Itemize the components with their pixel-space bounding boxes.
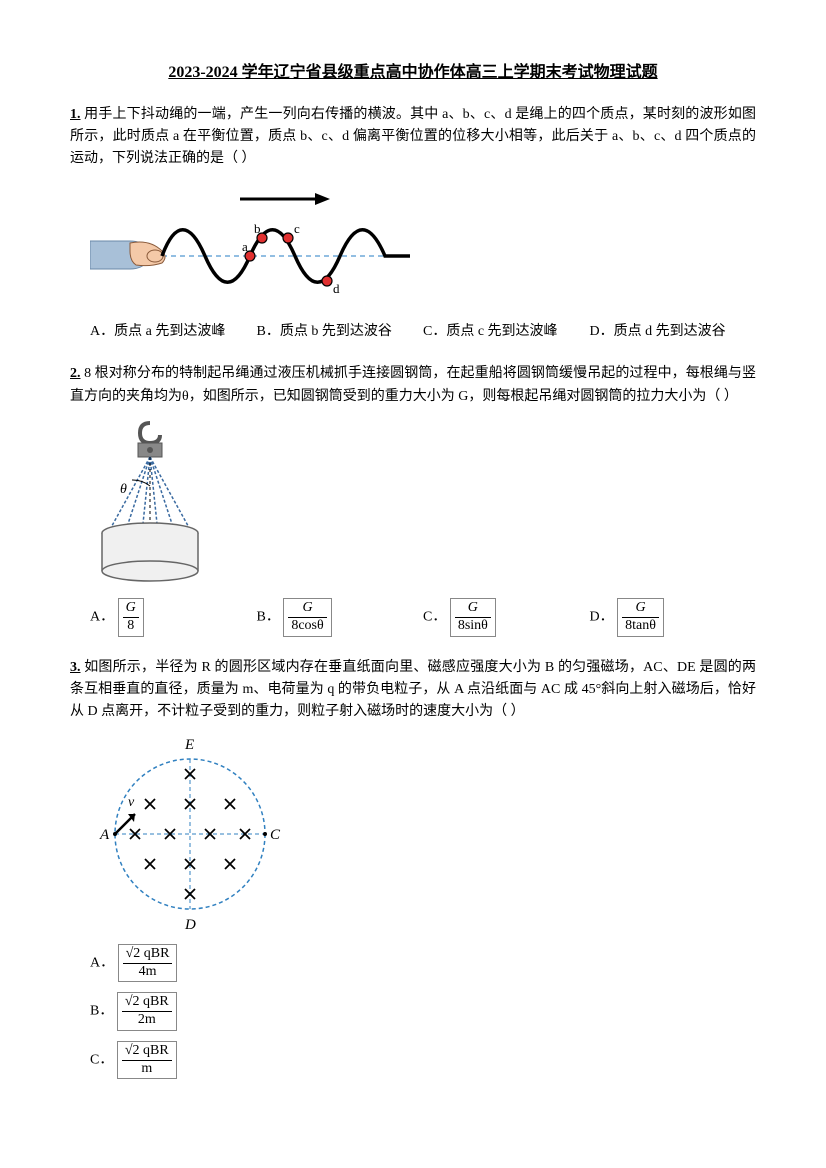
q2-option-a: A． G 8 <box>90 598 257 637</box>
q3a-den: 4m <box>123 964 173 981</box>
question-1: 1. 用手上下抖动绳的一端，产生一列向右传播的横波。其中 a、b、c、d 是绳上… <box>70 104 756 344</box>
q2b-fraction: G 8cosθ <box>283 598 331 637</box>
svg-text:a: a <box>242 239 248 254</box>
q2c-fraction: G 8sinθ <box>450 598 496 637</box>
label-A: A <box>99 827 110 843</box>
q1-option-c: C．质点 c 先到达波峰 <box>423 321 590 343</box>
q2-option-d: D． G 8tanθ <box>590 598 757 637</box>
q3-options: A． √2 qBR 4m B． √2 qBR 2m C． √2 qBR m <box>90 944 756 1080</box>
q2b-num: G <box>288 600 326 618</box>
q3-option-b: B． √2 qBR 2m <box>90 992 756 1031</box>
q3b-num: √2 qBR <box>122 994 172 1012</box>
label-E: E <box>184 737 194 753</box>
q1-text: 用手上下抖动绳的一端，产生一列向右传播的横波。其中 a、b、c、d 是绳上的四个… <box>70 107 756 167</box>
q3b-label: B． <box>90 1004 113 1019</box>
label-D: D <box>184 917 196 933</box>
svg-text:c: c <box>294 221 300 236</box>
q3a-num: √2 qBR <box>123 946 173 964</box>
q2-option-c: C． G 8sinθ <box>423 598 590 637</box>
q2d-label: D． <box>590 609 614 624</box>
q2a-num: G <box>123 600 139 618</box>
question-3: 3. 如图所示，半径为 R 的圆形区域内存在垂直纸面向里、磁感应强度大小为 B … <box>70 657 756 1080</box>
q2-option-b: B． G 8cosθ <box>257 598 424 637</box>
q3c-label: C． <box>90 1052 113 1067</box>
q1-option-b: B．质点 b 先到达波谷 <box>257 321 424 343</box>
q2c-num: G <box>455 600 491 618</box>
q3-figure: v A C E D <box>90 734 756 934</box>
q3-option-c: C． √2 qBR m <box>90 1041 756 1080</box>
q2c-den: 8sinθ <box>455 618 491 635</box>
q3c-den: m <box>122 1061 172 1078</box>
page-title: 2023-2024 学年辽宁省县级重点高中协作体高三上学期末考试物理试题 <box>70 60 756 86</box>
q3a-label: A． <box>90 955 114 970</box>
q2-text-block: 2. 8 根对称分布的特制起吊绳通过液压机械抓手连接圆钢筒，在起重船将圆钢筒缓慢… <box>70 363 756 408</box>
label-v: v <box>128 795 135 810</box>
q2a-fraction: G 8 <box>118 598 144 637</box>
q1-number: 1. <box>70 107 81 122</box>
q3-number: 3. <box>70 660 81 675</box>
theta-label: θ <box>120 482 127 497</box>
q2d-num: G <box>622 600 659 618</box>
q2a-den: 8 <box>123 618 139 635</box>
q2b-den: 8cosθ <box>288 618 326 635</box>
q2-figure: θ <box>90 418 756 588</box>
q3a-fraction: √2 qBR 4m <box>118 944 178 983</box>
q2d-den: 8tanθ <box>622 618 659 635</box>
q3c-fraction: √2 qBR m <box>117 1041 177 1080</box>
svg-text:b: b <box>254 221 261 236</box>
q2a-label: A． <box>90 609 114 624</box>
question-2: 2. 8 根对称分布的特制起吊绳通过液压机械抓手连接圆钢筒，在起重船将圆钢筒缓慢… <box>70 363 756 636</box>
q3b-fraction: √2 qBR 2m <box>117 992 177 1031</box>
q3-text: 如图所示，半径为 R 的圆形区域内存在垂直纸面向里、磁感应强度大小为 B 的匀强… <box>70 660 756 720</box>
svg-text:d: d <box>333 281 340 296</box>
q3-option-a: A． √2 qBR 4m <box>90 944 756 983</box>
q3c-num: √2 qBR <box>122 1043 172 1061</box>
q2c-label: C． <box>423 609 446 624</box>
q2-number: 2. <box>70 366 81 381</box>
q2b-label: B． <box>257 609 280 624</box>
q1-option-d: D．质点 d 先到达波谷 <box>590 321 757 343</box>
q1-option-a: A．质点 a 先到达波峰 <box>90 321 257 343</box>
label-C: C <box>270 827 281 843</box>
q3-text-block: 3. 如图所示，半径为 R 的圆形区域内存在垂直纸面向里、磁感应强度大小为 B … <box>70 657 756 724</box>
q1-figure: a b c d <box>90 181 756 311</box>
q3b-den: 2m <box>122 1012 172 1029</box>
q2-options: A． G 8 B． G 8cosθ C． G 8sinθ D． G 8tanθ <box>90 598 756 637</box>
q1-options: A．质点 a 先到达波峰 B．质点 b 先到达波谷 C．质点 c 先到达波峰 D… <box>90 321 756 343</box>
q1-text-block: 1. 用手上下抖动绳的一端，产生一列向右传播的横波。其中 a、b、c、d 是绳上… <box>70 104 756 171</box>
q2-text: 8 根对称分布的特制起吊绳通过液压机械抓手连接圆钢筒，在起重船将圆钢筒缓慢吊起的… <box>70 366 756 403</box>
q2d-fraction: G 8tanθ <box>617 598 664 637</box>
